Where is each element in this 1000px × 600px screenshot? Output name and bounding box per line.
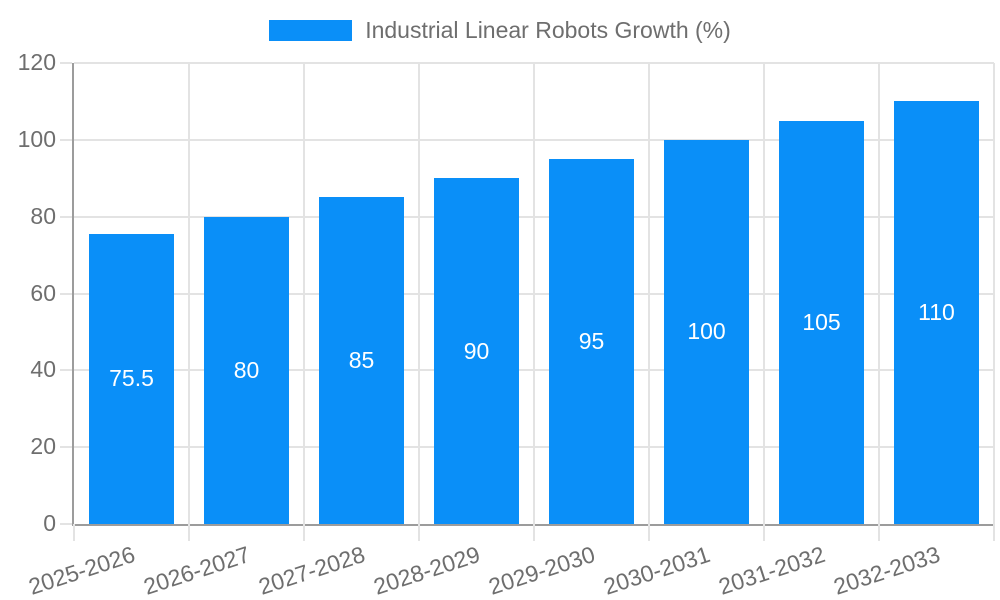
bar: 75.5: [89, 233, 174, 524]
x-gridline: [648, 63, 650, 524]
x-gridline: [188, 63, 190, 524]
bar-value-label: 85: [348, 347, 375, 374]
x-gridline: [533, 63, 535, 524]
bar-value-label: 95: [578, 328, 605, 355]
y-axis-tick-label: 0: [43, 510, 56, 536]
y-axis-tick-label: 20: [30, 433, 56, 460]
bar: 100: [664, 139, 749, 524]
plot-area: 75.5 80 85 90 95 100 105 110: [60, 62, 995, 541]
legend-label: Industrial Linear Robots Growth (%): [365, 17, 731, 43]
x-axis-tick: [73, 524, 75, 541]
bar-value-label: 80: [233, 356, 260, 383]
legend-swatch: [269, 20, 353, 41]
x-axis-tick: [993, 524, 995, 541]
x-axis-tick: [303, 524, 305, 541]
bar-value-label: 75.5: [109, 365, 154, 392]
x-category-label: 2030-2031: [599, 541, 713, 600]
y-axis-tick: [60, 215, 72, 218]
legend-item[interactable]: Industrial Linear Robots Growth (%): [269, 17, 731, 44]
y-axis-tick: [60, 523, 72, 525]
x-gridline: [303, 63, 305, 524]
bar: 110: [894, 101, 979, 524]
bar: 85: [319, 197, 404, 524]
x-gridline: [418, 63, 420, 524]
y-axis-tick: [60, 446, 72, 449]
bar-value-label: 100: [687, 318, 726, 345]
bar: 80: [204, 216, 289, 524]
y-axis-tick-label: 120: [17, 49, 56, 75]
x-category-label: 2026-2027: [139, 541, 253, 600]
bar-value-label: 90: [463, 337, 490, 364]
y-axis-tick: [60, 369, 72, 372]
x-gridline: [878, 63, 880, 524]
bar: 105: [779, 120, 864, 524]
y-axis-tick-label: 100: [17, 125, 56, 152]
x-gridline: [763, 63, 765, 524]
x-axis-tick: [533, 524, 535, 541]
x-category-label: 2027-2028: [254, 541, 368, 600]
x-category-label: 2025-2026: [24, 541, 138, 600]
x-gridline: [993, 63, 995, 524]
y-axis-tick-label: 60: [30, 279, 56, 306]
x-axis-tick: [763, 524, 765, 541]
bar: 90: [434, 178, 519, 524]
y-axis-tick: [60, 138, 72, 141]
y-axis-tick: [60, 62, 72, 64]
x-axis-tick: [878, 524, 880, 541]
bar-value-label: 110: [918, 299, 955, 326]
bar-value-label: 105: [802, 308, 841, 335]
x-category-label: 2029-2030: [484, 541, 598, 600]
x-category-label: 2031-2032: [714, 541, 828, 600]
x-category-label: 2032-2033: [829, 541, 943, 600]
x-category-label: 2028-2029: [369, 541, 483, 600]
x-axis-tick: [648, 524, 650, 541]
y-axis-tick: [60, 292, 72, 295]
x-axis-tick: [188, 524, 190, 541]
bar: 95: [549, 159, 634, 524]
x-axis-tick: [418, 524, 420, 541]
y-axis-tick-label: 80: [30, 202, 56, 229]
y-axis-tick-label: 40: [30, 356, 56, 383]
legend: Industrial Linear Robots Growth (%): [0, 17, 1000, 44]
